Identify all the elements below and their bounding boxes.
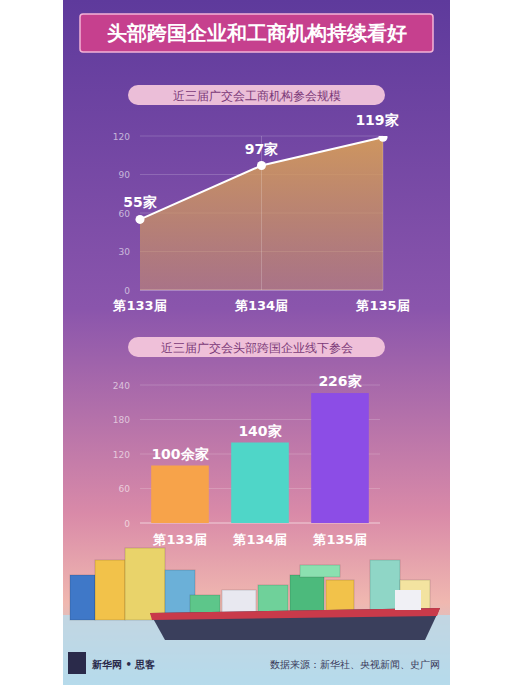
- ship-container: [290, 575, 324, 613]
- ship-container: [190, 595, 220, 613]
- ship-bridge: [395, 590, 421, 610]
- logo-mark: [68, 652, 86, 674]
- brand: 新华网 • 思客: [91, 659, 155, 670]
- container-stack: [70, 575, 95, 620]
- x-tick-label: 第134届: [234, 298, 288, 313]
- y-tick-label: 120: [113, 450, 130, 460]
- marks: [151, 393, 369, 523]
- grid-line-x: [383, 136, 384, 290]
- marks: [136, 136, 388, 290]
- x-tick-label: 第133届: [152, 532, 206, 547]
- subtitle: 近三届广交会工商机构参会规模: [173, 89, 341, 103]
- source: 数据来源：新华社、央视新闻、史广网: [270, 659, 440, 670]
- ship-container: [258, 585, 288, 613]
- bar: [231, 443, 289, 524]
- point: [136, 215, 145, 224]
- y-tick-label: 0: [124, 286, 130, 296]
- x-tick-label: 第135届: [355, 298, 409, 313]
- x-tick-label: 第135届: [312, 532, 366, 547]
- y-tick-label: 180: [113, 415, 130, 425]
- y-tick-label: 90: [119, 170, 131, 180]
- chart: 近三届广交会头部跨国企业线下参会 0 60 120 180 240 100余家 140家 226…: [113, 337, 385, 547]
- harbor-scene: [63, 548, 450, 685]
- data-label: 119家: [355, 112, 398, 128]
- grid-line-x: [261, 136, 262, 290]
- container-stack: [95, 560, 125, 620]
- y-tick-label: 240: [113, 381, 130, 391]
- data-label: 97家: [245, 141, 278, 157]
- subtitle-pill: [128, 337, 385, 357]
- ship-container: [300, 565, 340, 577]
- y-tick-label: 60: [119, 484, 131, 494]
- x-tick-label: 第134届: [232, 532, 286, 547]
- subtitle-pill: [128, 85, 385, 105]
- title: 头部跨国企业和工商机构持续看好: [107, 21, 407, 45]
- bar: [151, 466, 209, 524]
- page: 头部跨国企业和工商机构持续看好近三届广交会工商机构参会规模 0 30 60 90 120 5…: [0, 0, 513, 685]
- y-tick-label: 30: [119, 247, 131, 257]
- title-banner: [80, 14, 433, 52]
- x-tick-label: 第133届: [112, 298, 166, 313]
- panel: [63, 0, 450, 685]
- ship-container: [222, 590, 256, 613]
- container-stack: [125, 548, 165, 620]
- data-label: 140家: [238, 423, 281, 439]
- chart: 近三届广交会工商机构参会规模030609012055家97家119家第133届第…: [112, 85, 409, 313]
- y-tick-label: 120: [113, 132, 130, 142]
- ship-hull: [150, 608, 440, 640]
- background: [0, 0, 513, 685]
- data-label: 226家: [318, 373, 361, 389]
- subtitle: 近三届广交会头部跨国企业线下参会: [161, 341, 353, 355]
- ship-container: [326, 580, 354, 613]
- data-label: 100余家: [151, 446, 208, 462]
- data-label: 55家: [123, 194, 156, 210]
- y-tick-label: 0: [124, 519, 130, 529]
- bar: [311, 393, 369, 523]
